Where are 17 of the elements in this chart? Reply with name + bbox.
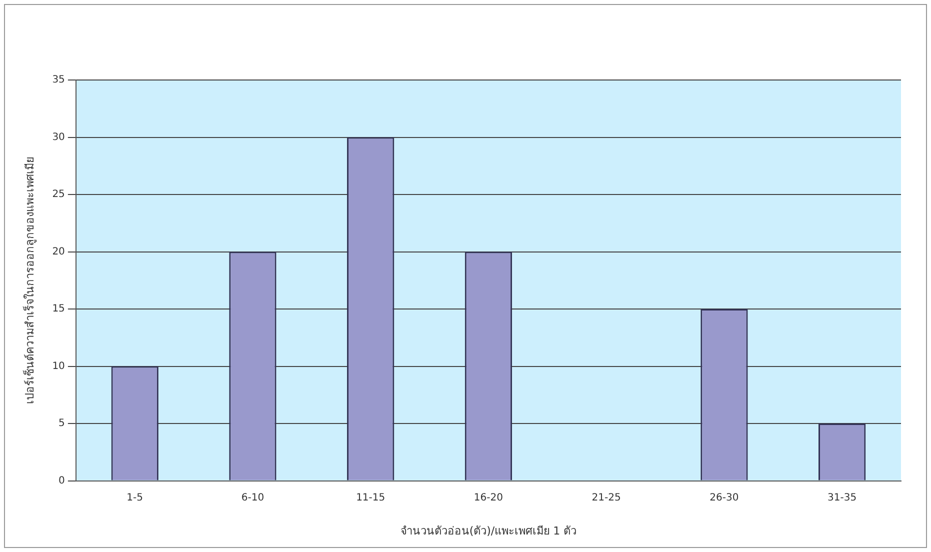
y-tick-label: 35 — [52, 74, 65, 86]
x-tick-label: 26-30 — [710, 492, 739, 504]
x-axis-title: จำนวนตัวอ่อน(ตัว)/แพะเพศเมีย 1 ตัว — [400, 524, 577, 538]
y-tick-label: 10 — [52, 360, 65, 372]
y-tick-label: 15 — [52, 304, 65, 315]
y-tick-label: 20 — [52, 246, 65, 258]
x-tick-label: 6-10 — [241, 492, 264, 504]
y-axis-title: เปอร์เซ็นต์ความสำเร็จในการออกลูกของแพะเพศเมีย — [22, 156, 36, 404]
x-tick-label: 1-5 — [126, 492, 144, 504]
x-tick-label: 16-20 — [474, 492, 503, 504]
y-tick-label: 25 — [52, 189, 65, 200]
x-tick-label: 21-25 — [592, 492, 621, 504]
x-tick-label: 11-15 — [356, 492, 386, 504]
y-tick-label: 5 — [58, 418, 65, 430]
y-tick-label: 30 — [52, 132, 65, 143]
y-tick-label: 0 — [58, 475, 65, 486]
x-tick-label: 31-35 — [828, 492, 857, 504]
